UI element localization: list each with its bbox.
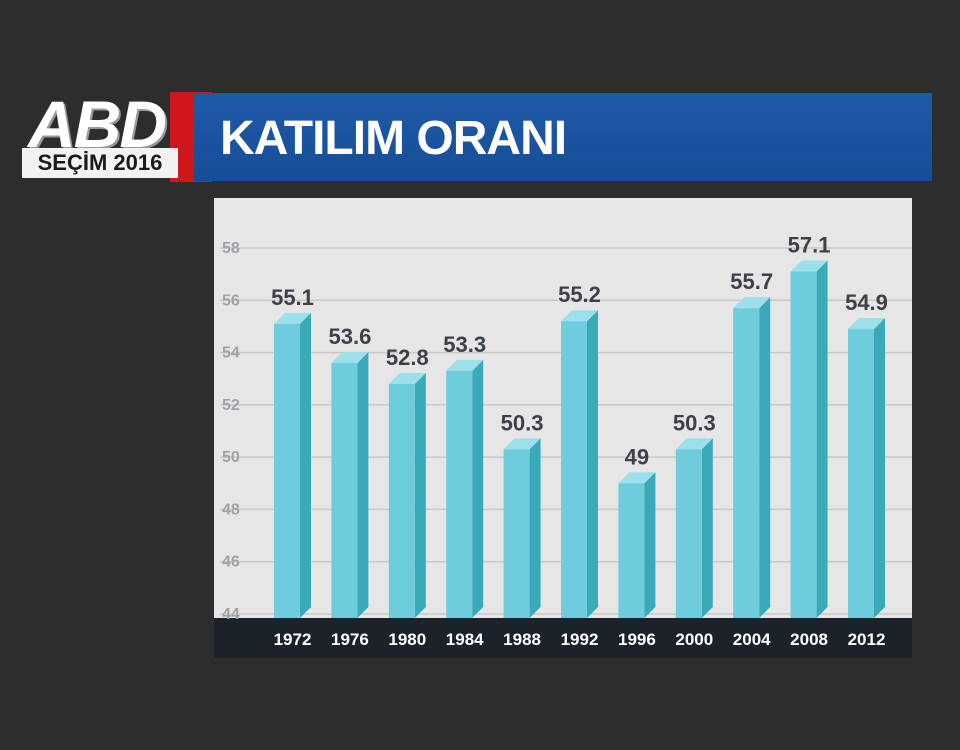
y-tick-label: 44 xyxy=(222,606,240,623)
y-tick-label: 50 xyxy=(222,449,240,466)
y-tick-label: 56 xyxy=(222,292,240,309)
bar xyxy=(274,323,300,618)
data-label: 57.1 xyxy=(788,233,831,258)
bar xyxy=(618,483,645,618)
bar-top-face xyxy=(790,260,828,272)
y-tick-label: 52 xyxy=(222,397,240,414)
bar-top-face xyxy=(503,438,541,450)
bar xyxy=(790,271,817,618)
bar-side-face xyxy=(357,352,369,618)
logo-secim-text: SEÇİM 2016 xyxy=(22,148,178,178)
x-tick-label: 1992 xyxy=(561,630,599,649)
x-tick-label: 2004 xyxy=(733,630,771,649)
data-label: 49 xyxy=(625,444,649,469)
x-axis-strip xyxy=(214,618,912,658)
bar xyxy=(675,449,702,618)
bar xyxy=(388,383,415,618)
bar-side-face xyxy=(759,297,771,618)
bar-side-face xyxy=(587,310,598,618)
x-tick-label: 1984 xyxy=(446,630,484,649)
y-tick-label: 46 xyxy=(222,554,240,571)
data-label: 55.7 xyxy=(730,269,773,294)
bar-side-face xyxy=(529,438,541,618)
bar xyxy=(503,449,530,618)
bar-side-face xyxy=(472,359,484,618)
data-label: 54.9 xyxy=(845,290,888,315)
data-label: 53.3 xyxy=(443,332,486,357)
data-label: 53.6 xyxy=(328,324,371,349)
y-tick-label: 48 xyxy=(222,501,240,518)
x-tick-label: 2008 xyxy=(790,630,828,649)
data-label: 50.3 xyxy=(501,410,544,435)
bar-top-face xyxy=(446,359,484,371)
bar-top-face xyxy=(331,352,369,364)
x-tick-label: 1972 xyxy=(274,630,312,649)
bar xyxy=(446,370,473,618)
x-tick-label: 2000 xyxy=(675,630,713,649)
bar-side-face xyxy=(644,472,656,618)
abd-secim-logo: ABD SEÇİM 2016 xyxy=(20,87,212,184)
bar-chart: 44 46 48 50 52 54 56 58 55.1 1972 53.6 1976 52.8 1980… xyxy=(220,233,912,649)
x-tick-label: 1976 xyxy=(331,630,369,649)
x-tick-label: 1980 xyxy=(388,630,426,649)
bar-side-face xyxy=(816,260,828,618)
y-tick-label: 58 xyxy=(222,240,240,257)
bar-side-face xyxy=(414,372,426,618)
chart-panel: 44 46 48 50 52 54 56 58 55.1 1972 53.6 1976 52.8 1980… xyxy=(214,198,912,658)
bar-top-face xyxy=(618,472,656,484)
y-tick-label: 54 xyxy=(222,345,240,362)
bar-top-face xyxy=(675,438,713,450)
data-label: 55.1 xyxy=(271,285,314,310)
bar xyxy=(733,308,760,618)
bar-top-face xyxy=(388,372,426,384)
bar-side-face xyxy=(874,318,885,618)
x-tick-label: 2012 xyxy=(848,630,886,649)
chart-title: KATILIM ORANI xyxy=(220,112,567,165)
data-label: 50.3 xyxy=(673,410,716,435)
x-tick-label: 1996 xyxy=(618,630,656,649)
bar-top-face xyxy=(274,312,311,324)
bar xyxy=(331,363,358,618)
data-label: 52.8 xyxy=(386,345,429,370)
bar-top-face xyxy=(561,310,598,322)
data-label: 55.2 xyxy=(558,282,601,307)
bar xyxy=(848,329,874,618)
bar xyxy=(561,321,587,618)
title-bar: KATILIM ORANI xyxy=(194,93,932,181)
bar-top-face xyxy=(848,318,885,330)
bar-side-face xyxy=(701,438,713,618)
x-tick-label: 1988 xyxy=(503,630,541,649)
bar-side-face xyxy=(300,312,311,618)
bar-top-face xyxy=(733,297,771,309)
